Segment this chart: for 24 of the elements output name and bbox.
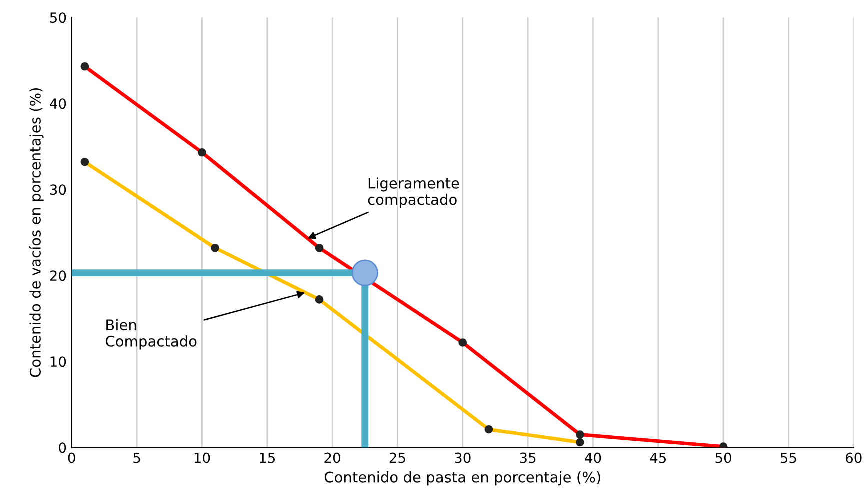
y-tick-label: 10 <box>50 356 66 368</box>
annotation: Ligeramente compactado <box>368 178 460 208</box>
x-axis-title: Contenido de pasta en porcentaje (%) <box>324 472 600 486</box>
x-tick-label: 60 <box>846 452 862 464</box>
y-tick-label: 30 <box>50 184 66 196</box>
x-tick-label: 35 <box>520 452 536 464</box>
x-tick-label: 20 <box>324 452 340 464</box>
x-tick-label: 45 <box>650 452 666 464</box>
y-tick-label: 20 <box>50 270 66 282</box>
x-tick-label: 25 <box>390 452 406 464</box>
point <box>352 260 378 286</box>
x-tick-label: 30 <box>455 452 471 464</box>
x-tick-label: 55 <box>780 452 796 464</box>
y-axis-title: Contenido de vacíos en porcentajes (%) <box>29 88 44 378</box>
y-tick-label: 40 <box>50 98 66 110</box>
x-tick-label: 40 <box>585 452 602 464</box>
y-tick-label: 50 <box>50 12 66 24</box>
x-tick-label: 15 <box>260 452 275 464</box>
annotation: Bien Compactado <box>106 319 197 350</box>
x-tick-label: 10 <box>194 452 210 464</box>
x-tick-label: 0 <box>68 452 76 464</box>
x-tick-label: 50 <box>716 452 732 464</box>
x-tick-label: 5 <box>134 452 140 464</box>
y-tick-label: 0 <box>59 442 66 454</box>
